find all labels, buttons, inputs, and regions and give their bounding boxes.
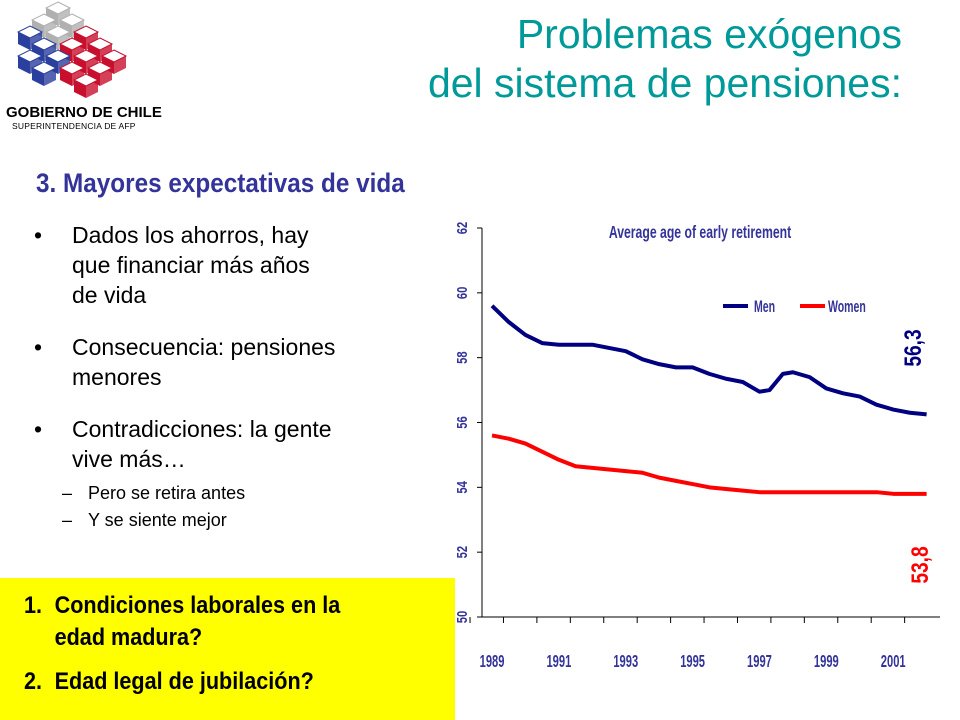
y-tick-label: 56 — [453, 416, 470, 429]
subbullet-2-text: Y se siente mejor — [88, 510, 227, 530]
bullet-2-line2: menores — [72, 364, 162, 390]
subbullet-symbol: – — [62, 483, 73, 503]
gobierno-de-chile-logo: GOBIERNO DE CHILE SUPERINTENDENCIA DE AF… — [0, 0, 175, 140]
page-title: Problemas exógenos del sistema de pensio… — [428, 10, 902, 108]
subbullet-item-2: – Y se siente mejor — [30, 507, 450, 534]
bullet-item-1: • Dados los ahorros, hay que financiar m… — [30, 220, 450, 310]
y-tick-label: 54 — [453, 481, 470, 494]
y-tick-label: 58 — [453, 351, 470, 364]
series-line-men — [490, 304, 927, 417]
legend-label-women: Women — [828, 296, 866, 315]
bullet-1-line1: Dados los ahorros, hay — [72, 222, 309, 248]
y-tick-label: 52 — [453, 546, 470, 559]
question-1-number: 1. — [24, 592, 43, 619]
question-item-2: 2. Edad legal de jubilación? — [24, 666, 433, 698]
subbullet-symbol: – — [62, 510, 73, 530]
bullet-item-2: • Consecuencia: pensiones menores — [30, 332, 450, 392]
questions-list: 1. Condiciones laborales en la edad madu… — [24, 590, 478, 710]
bullet-1-line3: de vida — [72, 282, 147, 308]
page-title-line1: Problemas exógenos — [516, 11, 902, 57]
bullet-2-line1: Consecuencia: pensiones — [72, 334, 336, 360]
legend-label-men: Men — [754, 296, 775, 315]
x-tick-label: 1995 — [680, 651, 705, 671]
x-tick-label: 2001 — [881, 651, 906, 671]
x-tick-label: 1989 — [480, 651, 505, 671]
question-1-line1: Condiciones laborales en la — [54, 592, 341, 619]
y-tick-label: 62 — [453, 222, 470, 235]
bullet-3-line1: Contradicciones: la gente — [72, 416, 332, 442]
question-2-line1: Edad legal de jubilación? — [54, 668, 314, 695]
x-tick-label: 1991 — [546, 651, 571, 671]
subbullet-1-text: Pero se retira antes — [88, 483, 246, 503]
question-item-1: 1. Condiciones laborales en la edad madu… — [24, 590, 433, 654]
bullet-symbol: • — [34, 416, 43, 442]
x-tick-label: 1993 — [613, 651, 638, 671]
logo-line2: SUPERINTENDENCIA DE AFP — [12, 121, 136, 131]
y-tick-label: 50 — [453, 611, 470, 624]
question-1-line2: edad madura? — [54, 624, 203, 651]
bullet-1-line2: que financiar más años — [72, 252, 310, 278]
x-tick-label: 1997 — [747, 651, 772, 671]
question-2-number: 2. — [24, 668, 43, 695]
x-tick-label: 1999 — [814, 651, 839, 671]
subbullet-item-1: – Pero se retira antes — [30, 480, 450, 507]
bullet-symbol: • — [34, 222, 43, 248]
value-annotation-1: 56,3 — [899, 329, 927, 366]
retirement-age-chart: 50 52 54 56 58 60 62 1989 1991 1993 1995 1997 1999 20… — [453, 222, 940, 672]
questions-box: 1. Condiciones laborales en la edad madu… — [0, 578, 455, 720]
page-title-line2: del sistema de pensiones: — [427, 60, 902, 106]
bullet-symbol: • — [34, 334, 43, 360]
value-annotation-2: 53,8 — [906, 546, 934, 583]
y-tick-label: 60 — [453, 287, 470, 300]
section-subtitle: 3. Mayores expectativas de vida — [36, 168, 405, 198]
bullet-list: • Dados los ahorros, hay que financiar m… — [30, 220, 450, 534]
series-line-women — [491, 433, 927, 496]
logo-line1: GOBIERNO DE CHILE — [6, 104, 162, 121]
bullet-3-line2: vive más… — [72, 446, 186, 472]
bullet-item-3: • Contradicciones: la gente vive más… — [30, 414, 450, 474]
logo-emblem-icon — [16, 1, 128, 98]
chart-title: Average age of early retirement — [609, 223, 791, 243]
